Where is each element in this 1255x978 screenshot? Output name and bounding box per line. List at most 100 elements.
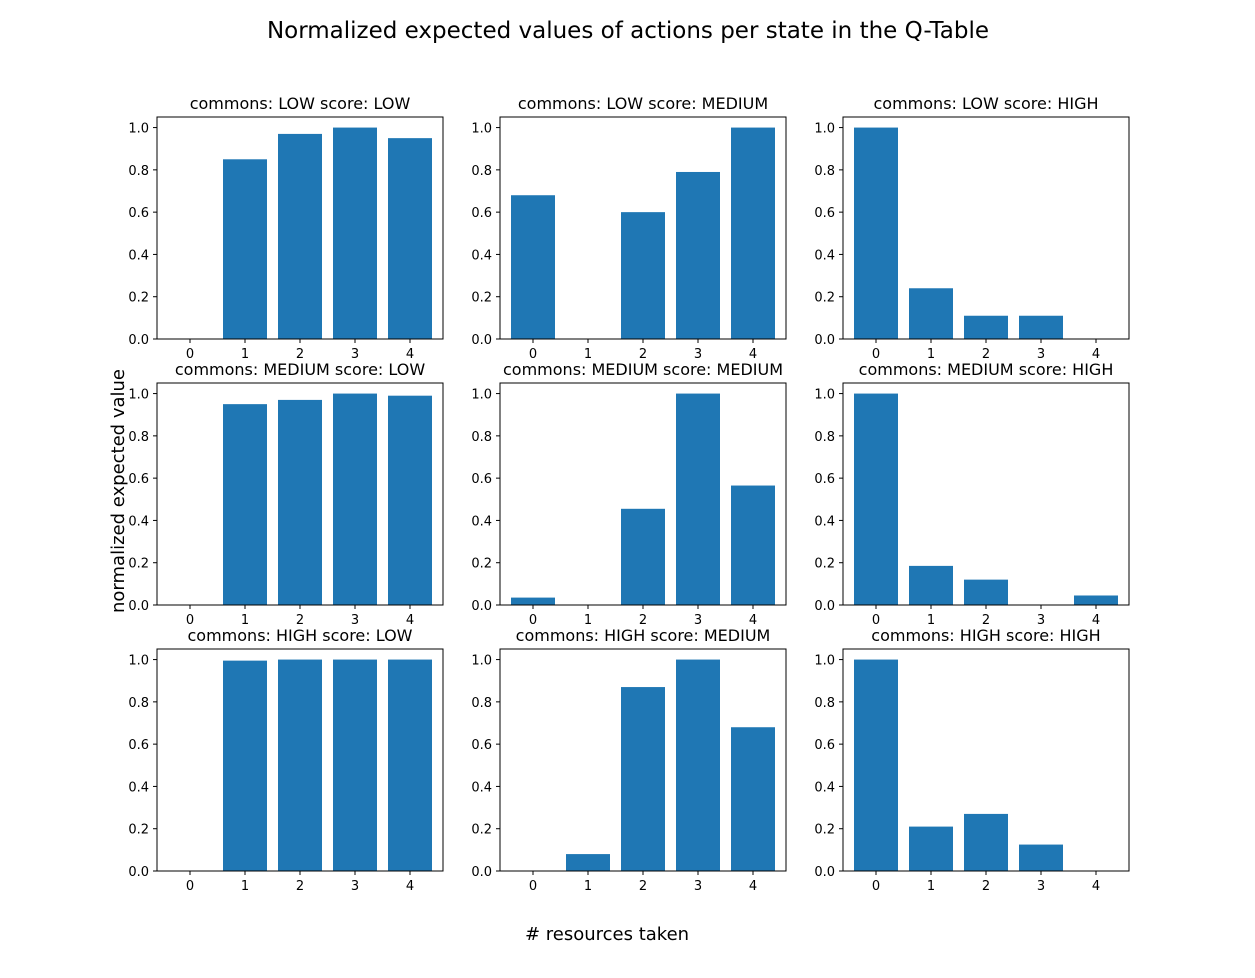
y-tick-label: 0.8: [814, 696, 835, 711]
y-tick-label: 0.6: [814, 206, 835, 221]
y-tick-label: 0.2: [128, 823, 149, 838]
bar-4: [388, 138, 432, 339]
x-tick-label: 0: [529, 879, 537, 894]
x-axis-title: # resources taken: [525, 924, 689, 945]
y-tick-label: 0.4: [128, 780, 149, 795]
y-tick-label: 0.8: [128, 164, 149, 179]
bar-3: [676, 659, 720, 871]
subplot-7: 0 1 2 3 4 0.0 0.2 0.4 0.6 0.8 1.0 commons: HIGH sco…: [128, 626, 444, 894]
x-tick-label: 1: [241, 879, 249, 894]
x-tick-label: 3: [1037, 347, 1045, 362]
subplot-1: 0 1 2 3 4 0.0 0.2 0.4 0.6 0.8 1.0 commons: LOW scor…: [128, 94, 444, 362]
x-tick-label: 4: [406, 613, 414, 628]
y-tick-label: 0.6: [471, 738, 492, 753]
y-tick-label: 0.2: [128, 557, 149, 572]
y-tick-label: 0.4: [128, 514, 149, 529]
x-tick-label: 2: [982, 347, 990, 362]
x-tick-label: 2: [982, 613, 990, 628]
bar-0: [511, 597, 555, 605]
subplot-9: 0 1 2 3 4 0.0 0.2 0.4 0.6 0.8 1.0 commons: HIGH sco…: [814, 626, 1130, 894]
bar-3: [333, 127, 377, 339]
x-tick-label: 4: [1092, 347, 1100, 362]
y-tick-label: 0.4: [471, 248, 492, 263]
x-tick-label: 0: [872, 879, 880, 894]
bar-1: [223, 660, 267, 871]
subplot-8: 0 1 2 3 4 0.0 0.2 0.4 0.6 0.8 1.0 commons: HIGH sco…: [471, 626, 787, 894]
figure-title: Normalized expected values of actions pe…: [267, 18, 989, 44]
subplot-2: 0 1 2 3 4 0.0 0.2 0.4 0.6 0.8 1.0 commons: LOW scor…: [471, 94, 787, 362]
x-tick-label: 2: [639, 879, 647, 894]
x-tick-label: 0: [529, 613, 537, 628]
y-tick-label: 0.8: [814, 430, 835, 445]
y-tick-label: 0.8: [471, 430, 492, 445]
bar-4: [731, 727, 775, 871]
bar-1: [223, 159, 267, 339]
bar-2: [278, 133, 322, 339]
bar-0: [511, 195, 555, 339]
y-tick-label: 0.8: [471, 164, 492, 179]
x-tick-label: 4: [749, 879, 757, 894]
y-tick-label: 0.6: [471, 206, 492, 221]
x-tick-label: 0: [186, 879, 194, 894]
x-tick-label: 3: [694, 613, 702, 628]
subplot-6: 0 1 2 3 4 0.0 0.2 0.4 0.6 0.8 1.0 commons: MEDIUM s…: [814, 360, 1130, 628]
x-tick-label: 1: [927, 613, 935, 628]
x-tick-label: 2: [296, 879, 304, 894]
bar-2: [964, 315, 1008, 339]
x-tick-label: 3: [351, 879, 359, 894]
y-tick-label: 1.0: [128, 654, 149, 669]
bar-2: [621, 687, 665, 871]
subplot-5: 0 1 2 3 4 0.0 0.2 0.4 0.6 0.8 1.0 commons: MEDIUM s…: [471, 360, 787, 628]
bar-1: [909, 565, 953, 605]
y-tick-label: 0.0: [814, 865, 835, 880]
y-tick-label: 0.0: [471, 333, 492, 348]
subplot-title: commons: HIGH score: LOW: [188, 626, 413, 645]
y-tick-label: 0.0: [128, 599, 149, 614]
y-tick-label: 0.0: [128, 865, 149, 880]
y-tick-label: 0.6: [814, 472, 835, 487]
bar-2: [278, 659, 322, 871]
x-tick-label: 0: [186, 347, 194, 362]
bar-2: [621, 508, 665, 605]
y-tick-label: 0.4: [814, 248, 835, 263]
bar-4: [731, 127, 775, 339]
x-tick-label: 1: [241, 347, 249, 362]
y-tick-label: 0.2: [814, 291, 835, 306]
y-tick-label: 0.4: [128, 248, 149, 263]
x-tick-label: 3: [694, 879, 702, 894]
y-tick-label: 1.0: [128, 122, 149, 137]
y-tick-label: 0.2: [471, 823, 492, 838]
bar-0: [854, 393, 898, 605]
x-tick-label: 2: [296, 347, 304, 362]
subplot-title: commons: MEDIUM score: HIGH: [859, 360, 1114, 379]
y-tick-label: 0.6: [128, 738, 149, 753]
subplot-title: commons: LOW score: HIGH: [874, 94, 1099, 113]
y-tick-label: 0.8: [128, 430, 149, 445]
x-tick-label: 1: [241, 613, 249, 628]
x-tick-label: 1: [927, 347, 935, 362]
x-tick-label: 0: [186, 613, 194, 628]
x-tick-label: 1: [584, 879, 592, 894]
bar-3: [333, 659, 377, 871]
x-tick-label: 1: [584, 613, 592, 628]
x-tick-label: 3: [694, 347, 702, 362]
subplot-4: 0 1 2 3 4 0.0 0.2 0.4 0.6 0.8 1.0 commons: MEDIUM s…: [128, 360, 444, 628]
subplot-title: commons: MEDIUM score: LOW: [175, 360, 425, 379]
x-tick-label: 2: [639, 613, 647, 628]
x-tick-label: 2: [982, 879, 990, 894]
y-tick-label: 0.2: [471, 291, 492, 306]
x-tick-label: 3: [1037, 879, 1045, 894]
x-tick-label: 2: [639, 347, 647, 362]
subplot-3: 0 1 2 3 4 0.0 0.2 0.4 0.6 0.8 1.0 commons: LOW scor…: [814, 94, 1130, 362]
bar-3: [1019, 844, 1063, 871]
x-tick-label: 4: [1092, 613, 1100, 628]
y-tick-label: 0.6: [471, 472, 492, 487]
y-tick-label: 0.4: [471, 780, 492, 795]
y-tick-label: 1.0: [128, 388, 149, 403]
x-tick-label: 4: [406, 347, 414, 362]
y-tick-label: 0.0: [471, 865, 492, 880]
y-tick-label: 0.8: [471, 696, 492, 711]
x-tick-label: 4: [749, 347, 757, 362]
x-tick-label: 3: [351, 613, 359, 628]
